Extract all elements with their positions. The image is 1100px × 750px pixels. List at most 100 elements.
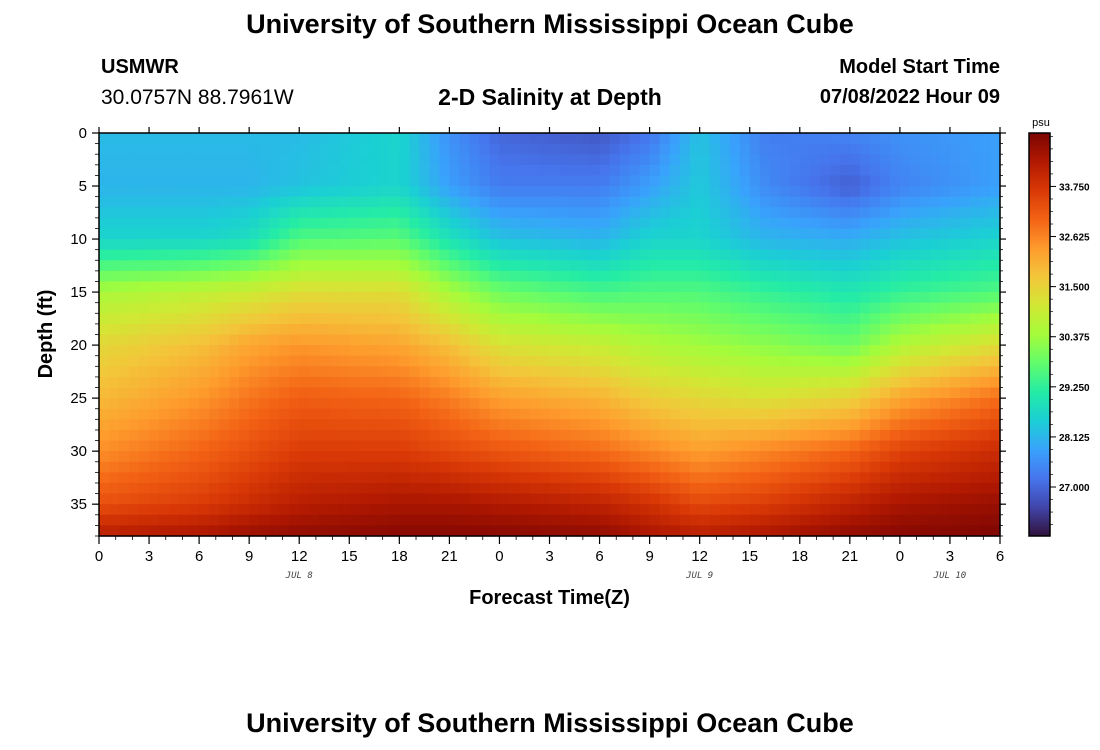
heatmap-cell <box>809 196 821 208</box>
heatmap-cell <box>809 175 821 187</box>
heatmap-cell <box>939 186 951 198</box>
heatmap-cell <box>869 249 881 261</box>
heatmap-cell <box>439 164 450 177</box>
heatmap-cell <box>879 345 891 357</box>
heatmap-cell <box>229 175 240 187</box>
heatmap-cell <box>519 345 531 357</box>
heatmap-cell <box>139 345 150 357</box>
heatmap-cell <box>559 270 571 283</box>
heatmap-cell <box>189 249 200 261</box>
heatmap-cell <box>649 164 661 177</box>
heatmap-cell <box>769 472 781 484</box>
plot-subtitle: 2-D Salinity at Depth <box>438 84 662 110</box>
heatmap-cell <box>179 482 190 495</box>
heatmap-cell <box>239 408 250 420</box>
heatmap-cell <box>339 514 350 526</box>
heatmap-cell <box>359 429 370 442</box>
heatmap-cell <box>309 313 320 325</box>
heatmap-cell <box>359 313 370 325</box>
heatmap-cell <box>689 270 701 283</box>
heatmap-cell <box>179 249 190 261</box>
heatmap-cell <box>359 493 370 505</box>
heatmap-cell <box>239 228 250 240</box>
heatmap-cell <box>739 514 751 526</box>
heatmap-cell <box>799 451 811 463</box>
heatmap-cell <box>129 313 140 325</box>
heatmap-cell <box>539 270 551 283</box>
heatmap-cell <box>429 345 440 357</box>
heatmap-cell <box>409 164 420 177</box>
heatmap-cell <box>289 323 300 336</box>
heatmap-cell <box>229 334 240 346</box>
heatmap-cell <box>529 419 541 431</box>
heatmap-cell <box>269 334 280 346</box>
heatmap-cell <box>379 408 390 420</box>
heatmap-cell <box>789 493 801 505</box>
heatmap-cell <box>349 366 360 378</box>
heatmap-cell <box>139 186 150 198</box>
heatmap-cell <box>959 281 971 293</box>
heatmap-cell <box>389 313 400 325</box>
heatmap-cell <box>859 302 871 314</box>
heatmap-cell <box>349 207 360 219</box>
heatmap-cell <box>789 196 801 208</box>
heatmap-cell <box>919 281 931 293</box>
heatmap-cell <box>499 440 511 452</box>
heatmap-cell <box>139 207 150 219</box>
heatmap-cell <box>319 196 330 208</box>
heatmap-cell <box>749 482 761 495</box>
heatmap-cell <box>299 493 310 505</box>
heatmap-cell <box>579 482 591 495</box>
heatmap-cell <box>939 504 951 516</box>
heatmap-cell <box>919 493 931 505</box>
heatmap-cell <box>889 387 901 399</box>
heatmap-cell <box>279 461 290 473</box>
heatmap-cell <box>539 249 551 261</box>
heatmap-cell <box>819 408 831 420</box>
heatmap-cell <box>569 302 581 314</box>
heatmap-cell <box>869 440 881 452</box>
heatmap-cell <box>139 164 150 177</box>
heatmap-cell <box>369 186 380 198</box>
heatmap-cell <box>709 292 721 304</box>
heatmap-cell <box>99 493 110 505</box>
heatmap-cell <box>279 175 290 187</box>
heatmap-cell <box>479 387 491 399</box>
heatmap-cell <box>829 217 841 230</box>
heatmap-cell <box>639 525 651 537</box>
heatmap-cell <box>719 334 731 346</box>
heatmap-cell <box>309 133 320 145</box>
heatmap-cell <box>329 355 340 367</box>
heatmap-cell <box>529 196 541 208</box>
heatmap-cell <box>309 239 320 251</box>
heatmap-cell <box>699 196 711 208</box>
heatmap-cell <box>219 207 230 219</box>
heatmap-cell <box>679 133 691 145</box>
heatmap-cell <box>589 472 601 484</box>
heatmap-cell <box>179 525 190 537</box>
heatmap-cell <box>359 186 370 198</box>
heatmap-cell <box>289 207 300 219</box>
heatmap-cell <box>899 398 911 410</box>
heatmap-cell <box>599 493 611 505</box>
heatmap-cell <box>949 440 961 452</box>
heatmap-cell <box>589 302 601 314</box>
heatmap-cell <box>769 345 781 357</box>
heatmap-cell <box>979 525 991 537</box>
heatmap-cell <box>419 345 430 357</box>
heatmap-cell <box>159 239 170 251</box>
heatmap-cell <box>669 429 681 442</box>
heatmap-cell <box>719 175 731 187</box>
heatmap-cell <box>959 302 971 314</box>
heatmap-cell <box>399 260 410 272</box>
heatmap-cell <box>289 239 300 251</box>
heatmap-cell <box>399 398 410 410</box>
heatmap-cell <box>269 345 280 357</box>
heatmap-cell <box>709 355 721 367</box>
heatmap-cell <box>559 408 571 420</box>
heatmap-cell <box>599 164 611 177</box>
heatmap-cell <box>809 207 821 219</box>
heatmap-cell <box>259 355 270 367</box>
heatmap-cell <box>789 345 801 357</box>
heatmap-cell <box>639 175 651 187</box>
